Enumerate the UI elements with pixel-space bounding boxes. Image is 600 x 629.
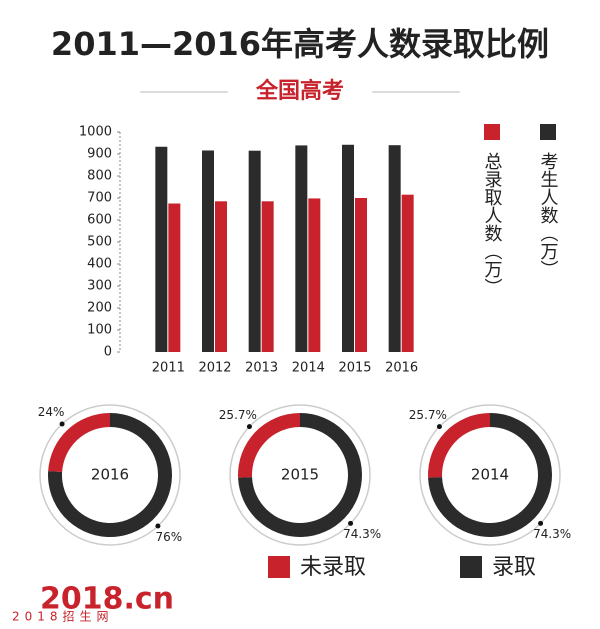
x-tick-label: 2016 [385, 361, 418, 376]
donut-ring [229, 404, 371, 546]
donut-segment [237, 413, 300, 478]
x-tick-label: 2011 [152, 361, 185, 376]
y-tick-label: 800 [87, 169, 112, 184]
y-tick-label: 200 [87, 301, 112, 316]
logo-tagline: 2018招生网 [12, 610, 114, 624]
value-label: 74.3% [533, 527, 571, 541]
y-tick-label: 0 [104, 345, 112, 360]
donut-center-label: 2016 [91, 466, 129, 484]
legend-swatch [460, 556, 482, 578]
bar [355, 198, 367, 352]
bar [342, 144, 354, 352]
x-tick-label: 2013 [245, 361, 278, 376]
label-dot [348, 520, 354, 526]
x-tick-label: 2015 [338, 361, 371, 376]
label-dot [59, 421, 65, 427]
label-dot [436, 424, 442, 430]
donut-center-label: 2014 [471, 466, 509, 484]
y-tick-label: 1000 [79, 125, 112, 140]
donut-ring [39, 404, 181, 546]
legend-swatch [268, 556, 290, 578]
value-label: 76% [156, 530, 183, 544]
legend-swatch [540, 124, 556, 140]
bar [388, 145, 401, 352]
y-tick-label: 300 [87, 279, 112, 294]
y-tick-label: 400 [87, 257, 112, 272]
y-tick-label: 900 [87, 147, 112, 162]
legend-swatch [484, 124, 500, 140]
x-tick-label: 2014 [292, 361, 325, 376]
bar [261, 201, 274, 352]
logo: 2018.cn [40, 582, 174, 617]
legend-label: 总录取人数（万） [482, 152, 503, 296]
bar [401, 194, 414, 352]
value-label: 24% [38, 405, 65, 419]
label-dot [538, 520, 544, 526]
value-label: 74.3% [343, 527, 381, 541]
bar [308, 198, 321, 352]
donut-segment [428, 413, 490, 478]
label-dot [246, 424, 252, 430]
x-tick-label: 2012 [198, 361, 231, 376]
subtitle: 全国高考 [255, 78, 344, 104]
legend-label: 考生人数（万） [538, 152, 559, 278]
donut-center-label: 2015 [281, 466, 319, 484]
value-label: 25.7% [219, 408, 257, 422]
y-tick-label: 100 [87, 323, 112, 338]
label-dot [155, 523, 161, 529]
donut-ring [419, 404, 561, 546]
bar [168, 203, 181, 352]
y-tick-label: 600 [87, 213, 112, 228]
value-label: 25.7% [409, 408, 447, 422]
title: 2011—2016年高考人数录取比例 [51, 25, 549, 63]
bar [248, 150, 261, 352]
bar [215, 201, 227, 352]
legend-label: 录取 [492, 555, 536, 580]
bar [295, 145, 308, 352]
donut-segment [48, 413, 110, 472]
y-tick-label: 700 [87, 191, 112, 206]
y-tick-label: 500 [87, 235, 112, 250]
bar [202, 150, 214, 352]
legend-label: 未录取 [300, 555, 366, 580]
bar [155, 146, 168, 352]
